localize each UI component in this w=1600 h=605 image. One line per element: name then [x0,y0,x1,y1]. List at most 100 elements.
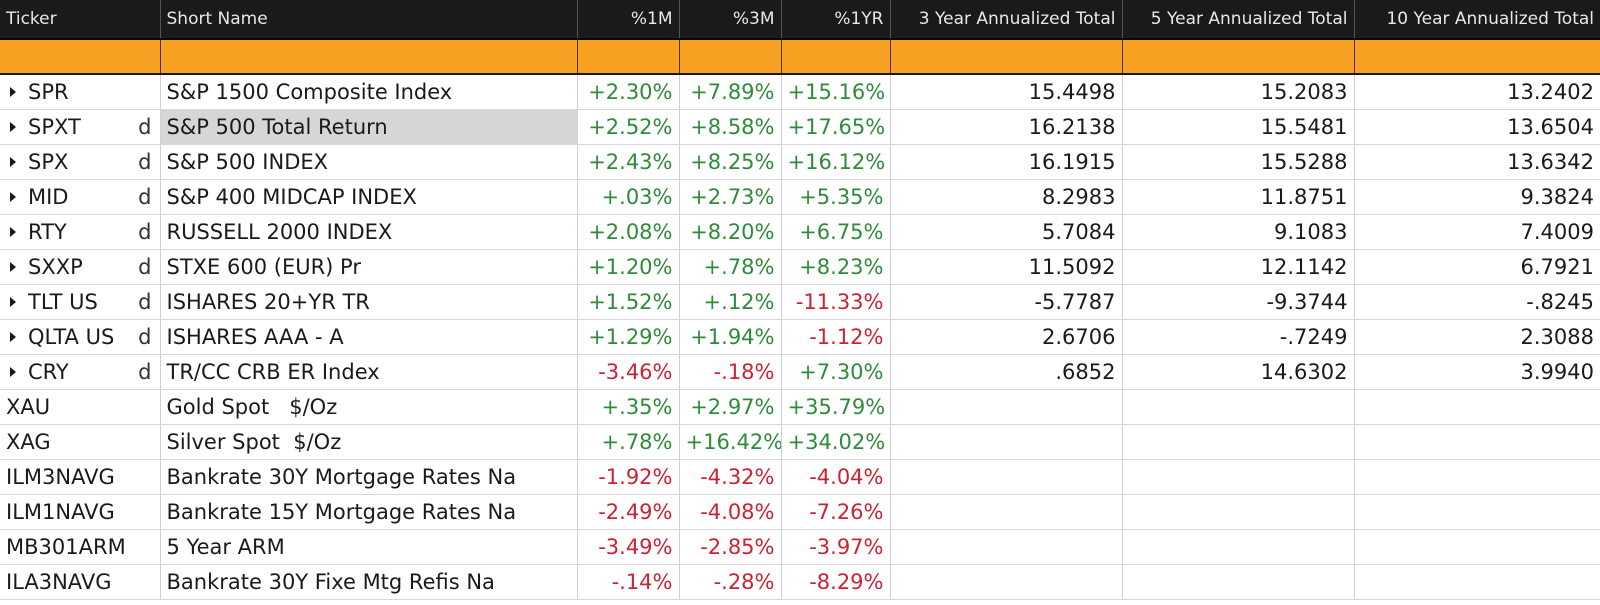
value-cell-y10[interactable]: 9.3824 [1353,179,1600,215]
short-name-cell[interactable]: S&P 400 MIDCAP INDEX [159,179,577,215]
value-cell-m1[interactable]: -2.49% [576,494,679,530]
filter-cell-1m[interactable] [576,39,679,75]
column-header-1yr[interactable]: %1YR [780,0,890,40]
value-cell-m1[interactable]: -1.92% [576,459,679,495]
table-row[interactable]: MB301ARM 5 Year ARM -3.49% -2.85% -3.97% [0,529,1600,565]
filter-cell-10yr[interactable] [1353,39,1600,75]
table-row[interactable]: TLT US d ISHARES 20+YR TR +1.52% +.12% -11.33… [0,284,1600,320]
value-cell-y5[interactable] [1121,459,1354,495]
value-cell-m3[interactable]: -4.08% [678,494,781,530]
value-cell-y1[interactable]: -1.12% [780,319,890,355]
value-cell-m3[interactable]: +2.97% [678,389,781,425]
column-header-5yr-annualized[interactable]: 5 Year Annualized Total [1121,0,1354,40]
column-header-ticker[interactable]: Ticker [0,0,160,40]
ticker-cell[interactable]: SPX d [0,144,160,180]
table-row[interactable]: SPXT d S&P 500 Total Return +2.52% +8.58% +17… [0,109,1600,145]
value-cell-y3[interactable] [889,459,1122,495]
value-cell-m1[interactable]: -.14% [576,564,679,600]
table-row[interactable]: RTY d RUSSELL 2000 INDEX +2.08% +8.20% +6.75%… [0,214,1600,250]
value-cell-y3[interactable]: 11.5092 [889,249,1122,285]
value-cell-y10[interactable] [1353,564,1600,600]
ticker-cell[interactable]: SPXT d [0,109,160,145]
short-name-cell[interactable]: TR/CC CRB ER Index [159,354,577,390]
value-cell-y10[interactable]: 2.3088 [1353,319,1600,355]
ticker-cell[interactable]: SXXP d [0,249,160,285]
short-name-cell[interactable]: Gold Spot $/Oz [159,389,577,425]
filter-cell-1yr[interactable] [780,39,890,75]
short-name-cell[interactable]: ISHARES 20+YR TR [159,284,577,320]
value-cell-y5[interactable] [1121,529,1354,565]
expand-arrow-icon[interactable] [10,192,16,202]
filter-cell-3yr[interactable] [889,39,1122,75]
value-cell-m1[interactable]: +2.52% [576,109,679,145]
short-name-cell[interactable]: S&P 500 Total Return [159,109,577,145]
value-cell-m1[interactable]: +.78% [576,424,679,460]
value-cell-m3[interactable]: +8.58% [678,109,781,145]
value-cell-y5[interactable] [1121,389,1354,425]
value-cell-y10[interactable]: 13.6504 [1353,109,1600,145]
expand-arrow-icon[interactable] [10,297,16,307]
value-cell-m3[interactable]: +2.73% [678,179,781,215]
value-cell-m1[interactable]: +1.29% [576,319,679,355]
ticker-cell[interactable]: MID d [0,179,160,215]
value-cell-m1[interactable]: -3.46% [576,354,679,390]
value-cell-m3[interactable]: +8.25% [678,144,781,180]
value-cell-y3[interactable]: 2.6706 [889,319,1122,355]
value-cell-y1[interactable]: +8.23% [780,249,890,285]
value-cell-m3[interactable]: +.78% [678,249,781,285]
value-cell-y1[interactable]: -3.97% [780,529,890,565]
column-header-3yr-annualized[interactable]: 3 Year Annualized Total [889,0,1122,40]
short-name-cell[interactable]: Silver Spot $/Oz [159,424,577,460]
value-cell-y10[interactable] [1353,389,1600,425]
value-cell-m1[interactable]: +.03% [576,179,679,215]
ticker-cell[interactable]: RTY d [0,214,160,250]
value-cell-m3[interactable]: -4.32% [678,459,781,495]
value-cell-y3[interactable] [889,564,1122,600]
ticker-cell[interactable]: ILM1NAVG [0,494,160,530]
table-row[interactable]: ILA3NAVG Bankrate 30Y Fixe Mtg Refis Na -.… [0,564,1600,600]
value-cell-y10[interactable]: 3.9940 [1353,354,1600,390]
filter-cell-short-name[interactable] [159,39,577,75]
table-row[interactable]: QLTA US d ISHARES AAA - A +1.29% +1.94% -1.12… [0,319,1600,355]
value-cell-y1[interactable]: +17.65% [780,109,890,145]
ticker-cell[interactable]: QLTA US d [0,319,160,355]
short-name-cell[interactable]: ISHARES AAA - A [159,319,577,355]
ticker-cell[interactable]: CRY d [0,354,160,390]
table-row[interactable]: ILM1NAVG Bankrate 15Y Mortgage Rates Na -2… [0,494,1600,530]
value-cell-m3[interactable]: +16.42% [678,424,781,460]
ticker-cell[interactable]: XAU [0,389,160,425]
expand-arrow-icon[interactable] [10,122,16,132]
short-name-cell[interactable]: RUSSELL 2000 INDEX [159,214,577,250]
value-cell-y3[interactable]: 8.2983 [889,179,1122,215]
table-row[interactable]: SPX d S&P 500 INDEX +2.43% +8.25% +16.12% 16.1… [0,144,1600,180]
short-name-cell[interactable]: Bankrate 15Y Mortgage Rates Na [159,494,577,530]
value-cell-y5[interactable]: -9.3744 [1121,284,1354,320]
value-cell-y1[interactable]: +15.16% [780,74,890,110]
value-cell-y5[interactable]: 15.2083 [1121,74,1354,110]
value-cell-m3[interactable]: -2.85% [678,529,781,565]
column-header-1m[interactable]: %1M [576,0,679,40]
value-cell-m1[interactable]: +1.52% [576,284,679,320]
value-cell-m1[interactable]: +2.43% [576,144,679,180]
value-cell-m3[interactable]: -.18% [678,354,781,390]
value-cell-y5[interactable]: 11.8751 [1121,179,1354,215]
value-cell-y10[interactable]: 13.2402 [1353,74,1600,110]
value-cell-y5[interactable] [1121,494,1354,530]
value-cell-y1[interactable]: +5.35% [780,179,890,215]
value-cell-y3[interactable]: -5.7787 [889,284,1122,320]
table-row[interactable]: SPR S&P 1500 Composite Index +2.30% +7.89% +… [0,74,1600,110]
value-cell-y1[interactable]: -11.33% [780,284,890,320]
value-cell-m3[interactable]: +8.20% [678,214,781,250]
expand-arrow-icon[interactable] [10,157,16,167]
value-cell-y10[interactable]: 13.6342 [1353,144,1600,180]
value-cell-m1[interactable]: +2.08% [576,214,679,250]
value-cell-m1[interactable]: +.35% [576,389,679,425]
value-cell-m1[interactable]: -3.49% [576,529,679,565]
value-cell-y5[interactable] [1121,424,1354,460]
table-row[interactable]: SXXP d STXE 600 (EUR) Pr +1.20% +.78% +8.23% 1… [0,249,1600,285]
value-cell-y10[interactable] [1353,424,1600,460]
ticker-cell[interactable]: ILM3NAVG [0,459,160,495]
value-cell-m3[interactable]: +1.94% [678,319,781,355]
table-row[interactable]: CRY d TR/CC CRB ER Index -3.46% -.18% +7.30%.… [0,354,1600,390]
value-cell-y1[interactable]: +34.02% [780,424,890,460]
